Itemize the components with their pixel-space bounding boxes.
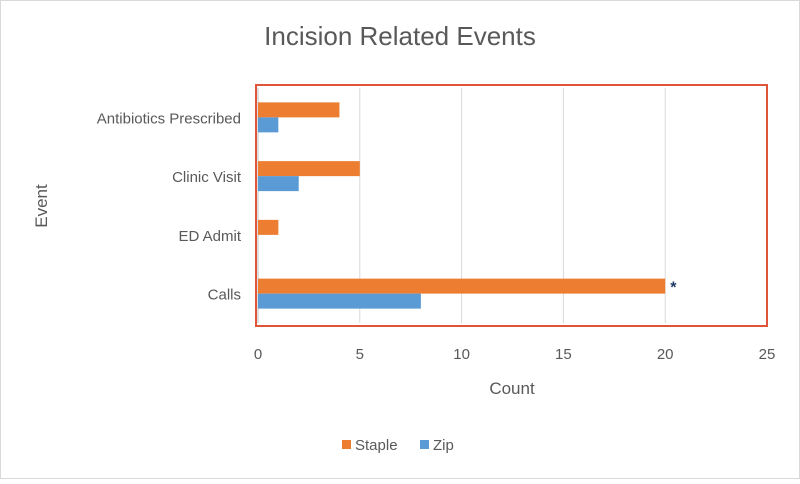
category-label: Antibiotics Prescribed (97, 110, 241, 127)
legend: Staple Zip (342, 437, 454, 454)
bar-staple (258, 278, 666, 294)
x-tick-label: 10 (453, 346, 470, 363)
legend-label: Staple (355, 437, 398, 454)
bar-staple (258, 219, 279, 235)
x-tick-label: 15 (555, 346, 572, 363)
bar-staple (258, 161, 360, 177)
x-tick-label: 25 (759, 346, 776, 363)
significance-marker: * (670, 280, 677, 297)
legend-label: Zip (433, 437, 454, 454)
bar-zip (258, 117, 279, 133)
legend-swatch-staple (342, 440, 351, 449)
bar-staple (258, 102, 340, 118)
plot-area: 0 5 10 15 20 25 Antibiotics Prescribed Clinic V… (97, 84, 776, 363)
chart-title: Incision Related Events (264, 21, 536, 51)
x-tick-label: 20 (657, 346, 674, 363)
legend-swatch-zip (420, 440, 429, 449)
x-tick-label: 5 (356, 346, 364, 363)
highlight-border (255, 84, 768, 327)
y-axis-title: Event (32, 184, 51, 228)
category-label: Clinic Visit (172, 169, 242, 186)
bar-zip (258, 176, 299, 192)
bar-zip (258, 293, 421, 309)
category-label: Calls (208, 287, 241, 304)
category-label: ED Admit (178, 228, 241, 245)
x-axis-title: Count (489, 379, 535, 398)
x-tick-label: 0 (254, 346, 262, 363)
